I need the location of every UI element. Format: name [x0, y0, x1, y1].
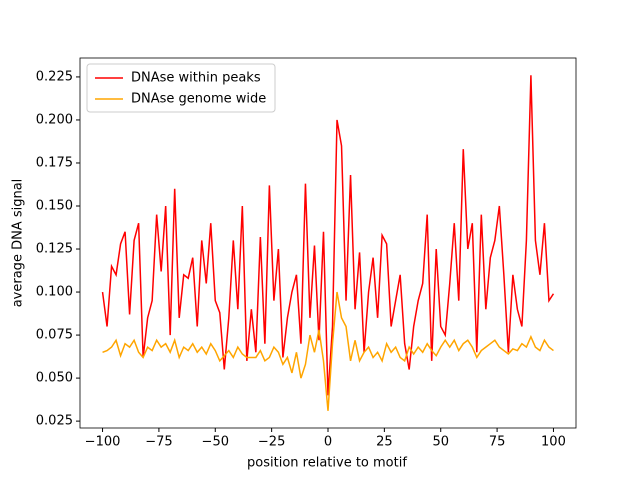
y-tick-label: 0.025	[36, 414, 73, 429]
plot-frame	[79, 57, 577, 429]
legend-label: DNAse genome wide	[131, 92, 266, 107]
y-axis-label: average DNA signal	[11, 179, 26, 308]
y-tick-label: 0.150	[36, 199, 73, 214]
legend-box	[86, 63, 276, 113]
data-line	[102, 291, 554, 411]
x-tick-label: −50	[202, 435, 229, 450]
data-line	[101, 75, 555, 396]
x-axis-label: position relative to motif	[247, 456, 407, 471]
y-tick-label: 0.050	[36, 371, 73, 386]
x-tick-label: −75	[145, 435, 172, 450]
x-tick-label: 100	[541, 435, 566, 450]
y-tick-label: 0.125	[36, 242, 73, 257]
y-tick-label: 0.225	[36, 69, 73, 84]
x-tick-label: 25	[376, 435, 393, 450]
y-tick-label: 0.200	[36, 112, 73, 127]
x-tick-label: 75	[489, 435, 506, 450]
x-tick-label: 0	[324, 435, 332, 450]
x-tick-label: 50	[432, 435, 449, 450]
x-tick-label: −100	[85, 435, 121, 450]
legend-label: DNAse within peaks	[131, 71, 261, 86]
y-tick-label: 0.100	[36, 285, 73, 300]
x-tick-label: −25	[258, 435, 285, 450]
y-tick-label: 0.175	[36, 155, 73, 170]
y-tick-label: 0.075	[36, 328, 73, 343]
